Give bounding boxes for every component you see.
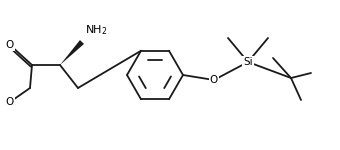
Text: O: O (6, 97, 14, 107)
Text: O: O (210, 75, 218, 85)
Text: NH$_2$: NH$_2$ (85, 23, 107, 37)
Text: Si: Si (243, 57, 253, 67)
Polygon shape (60, 40, 84, 65)
Text: O: O (6, 40, 14, 50)
